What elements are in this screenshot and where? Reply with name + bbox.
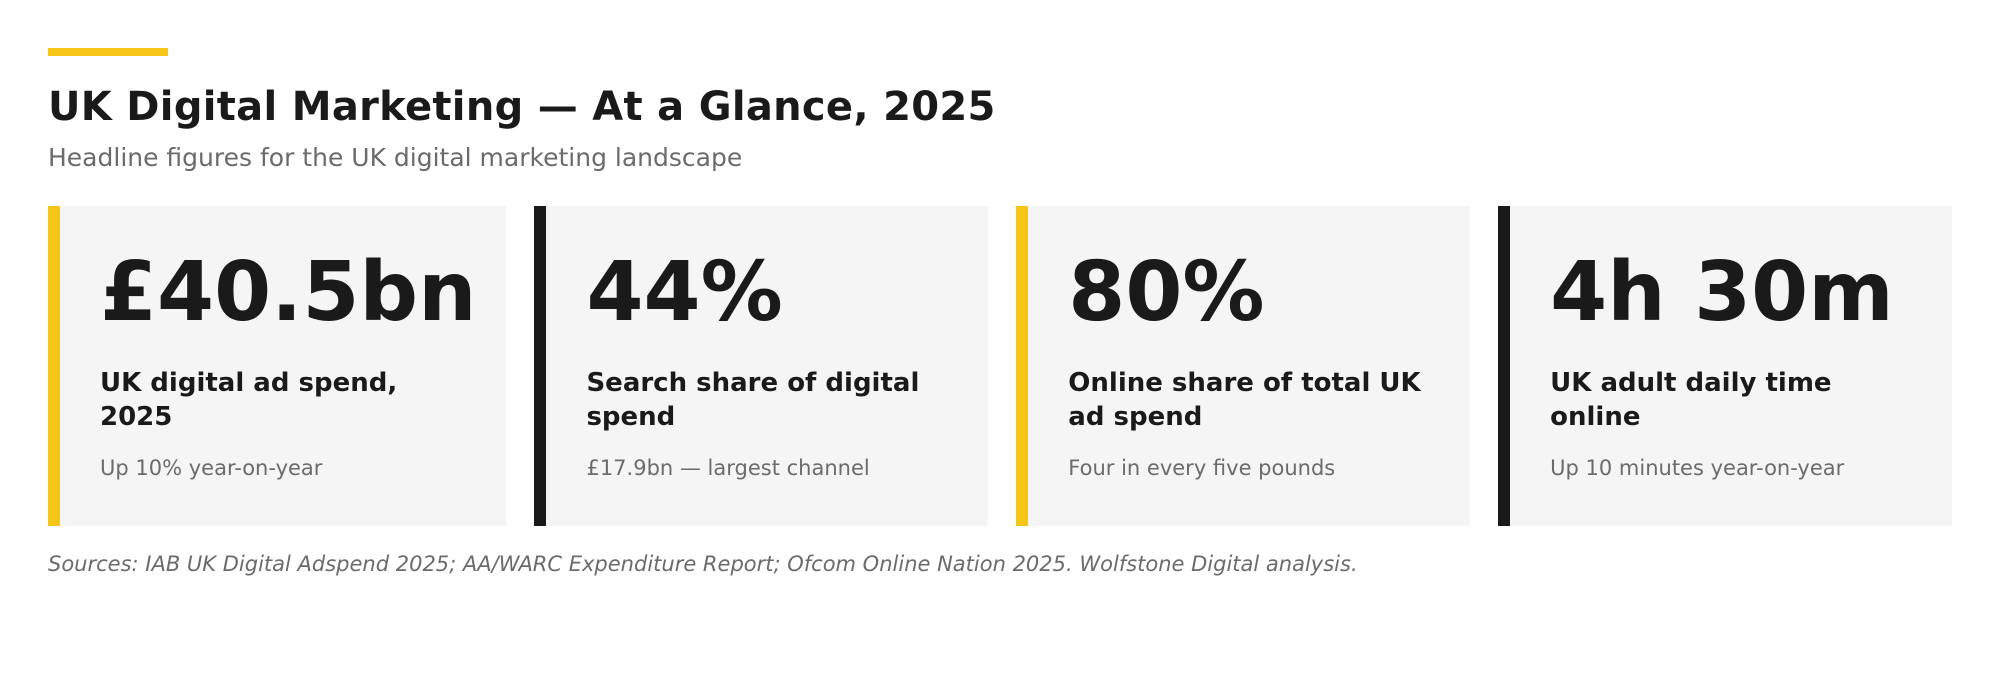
stat-value: 44% xyxy=(586,245,783,340)
stat-card-search-share: 44% Search share of digital spend £17.9b… xyxy=(534,206,989,526)
stat-value: 80% xyxy=(1068,245,1265,340)
page-subtitle: Headline figures for the UK digital mark… xyxy=(48,143,743,172)
stat-note: Up 10% year-on-year xyxy=(100,456,323,480)
stat-value: £40.5bn xyxy=(100,245,477,340)
stat-card-online-share: 80% Online share of total UK ad spend Fo… xyxy=(1016,206,1471,526)
stat-label: Online share of total UK ad spend xyxy=(1068,368,1421,432)
stat-label: UK adult daily time online xyxy=(1550,368,1832,432)
stat-label: UK digital ad spend, 2025 xyxy=(100,368,398,432)
stat-cards: £40.5bn UK digital ad spend, 2025 Up 10%… xyxy=(48,206,1952,526)
page-title: UK Digital Marketing — At a Glance, 2025 xyxy=(48,84,996,130)
stat-note: Up 10 minutes year-on-year xyxy=(1550,456,1845,480)
stat-note: £17.9bn — largest channel xyxy=(586,456,870,480)
stat-value: 4h 30m xyxy=(1550,245,1894,340)
stat-card-time-online: 4h 30m UK adult daily time online Up 10 … xyxy=(1498,206,1952,526)
stat-label: Search share of digital spend xyxy=(586,368,920,432)
header-accent-bar xyxy=(48,48,168,56)
stat-note: Four in every five pounds xyxy=(1068,456,1336,480)
sources-footnote: Sources: IAB UK Digital Adspend 2025; AA… xyxy=(48,552,1358,576)
stat-card-digital-ad-spend: £40.5bn UK digital ad spend, 2025 Up 10%… xyxy=(48,206,507,526)
